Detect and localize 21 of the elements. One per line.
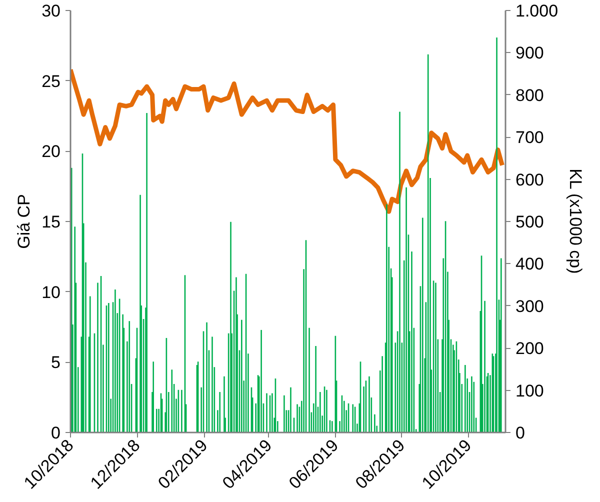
line-series <box>70 67 504 214</box>
y2-tick-label: 800 <box>516 86 544 105</box>
y2-axis-title: KL (x1000 cp) <box>566 168 586 274</box>
y-tick-label: 30 <box>42 2 61 20</box>
y-tick-label: 25 <box>42 72 61 91</box>
y2-tick-label: 700 <box>516 128 544 148</box>
y2-tick-label: 600 <box>516 170 544 190</box>
y2-tick-label: 200 <box>516 339 544 358</box>
y-tick-label: 0 <box>51 424 61 442</box>
y2-tick-label: 100 <box>516 381 544 400</box>
y-tick-label: 5 <box>51 353 61 372</box>
y2-tick-label: 300 <box>516 296 544 316</box>
y-tick-label: 20 <box>42 142 61 162</box>
y2-tick-label: 1.000 <box>516 2 558 20</box>
y2-tick-label: 900 <box>516 44 544 63</box>
y2-tick-label: 400 <box>516 254 544 274</box>
y-tick-label: 15 <box>42 212 61 232</box>
y-axis-title: Giá CP <box>14 194 34 249</box>
y-tick-label: 10 <box>42 282 61 302</box>
y2-tick-label: 500 <box>516 212 544 232</box>
y2-tick-label: 0 <box>516 424 525 442</box>
